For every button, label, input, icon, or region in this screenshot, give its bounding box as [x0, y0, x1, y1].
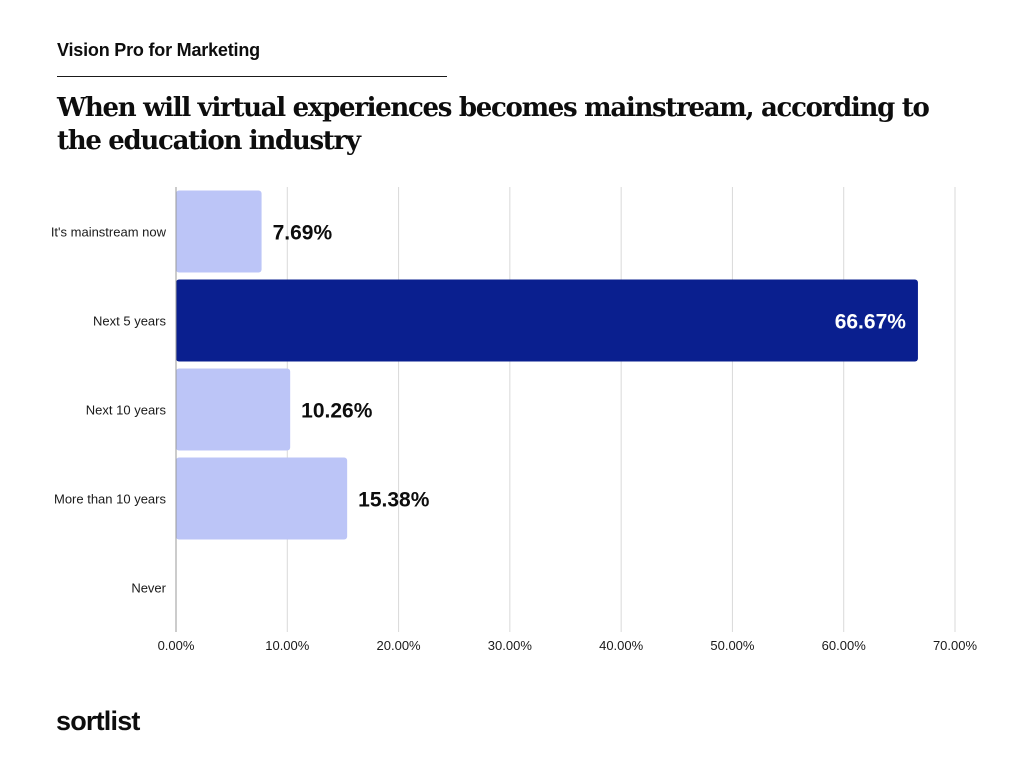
gridlines	[286, 187, 956, 632]
value-label: 10.26%	[301, 400, 373, 423]
bar	[176, 190, 262, 273]
value-label: 15.38%	[358, 489, 430, 512]
x-tick-label: 70.00%	[933, 638, 978, 653]
value-label: 7.69%	[273, 222, 333, 245]
category-label: Next 5 years	[93, 314, 166, 329]
x-tick-label: 40.00%	[599, 638, 644, 653]
labels: 0.00% 10.00% 20.00% 30.00% 40.00% 50.00% 60.00…	[51, 187, 978, 653]
x-tick-label: 60.00%	[822, 638, 867, 653]
x-tick-label: 20.00%	[377, 638, 422, 653]
chart-title: When will virtual experiences becomes ma…	[57, 93, 930, 156]
bar	[176, 457, 348, 540]
bar	[176, 368, 291, 451]
chart-kicker: Vision Pro for Marketing	[57, 40, 260, 60]
x-tick-label: 0.00%	[158, 638, 195, 653]
category-label: Never	[131, 581, 166, 596]
value-label: 66.67%	[835, 311, 907, 334]
x-tick-label: 50.00%	[710, 638, 755, 653]
category-label: Next 10 years	[86, 403, 167, 418]
category-label: More than 10 years	[54, 492, 167, 507]
bars	[176, 190, 918, 540]
sortlist-logo: sortlist	[56, 706, 140, 736]
x-tick-label: 10.00%	[265, 638, 310, 653]
x-tick-label: 30.00%	[488, 638, 533, 653]
header-divider	[57, 76, 447, 77]
category-label: It's mainstream now	[51, 225, 167, 240]
bar	[176, 279, 918, 362]
